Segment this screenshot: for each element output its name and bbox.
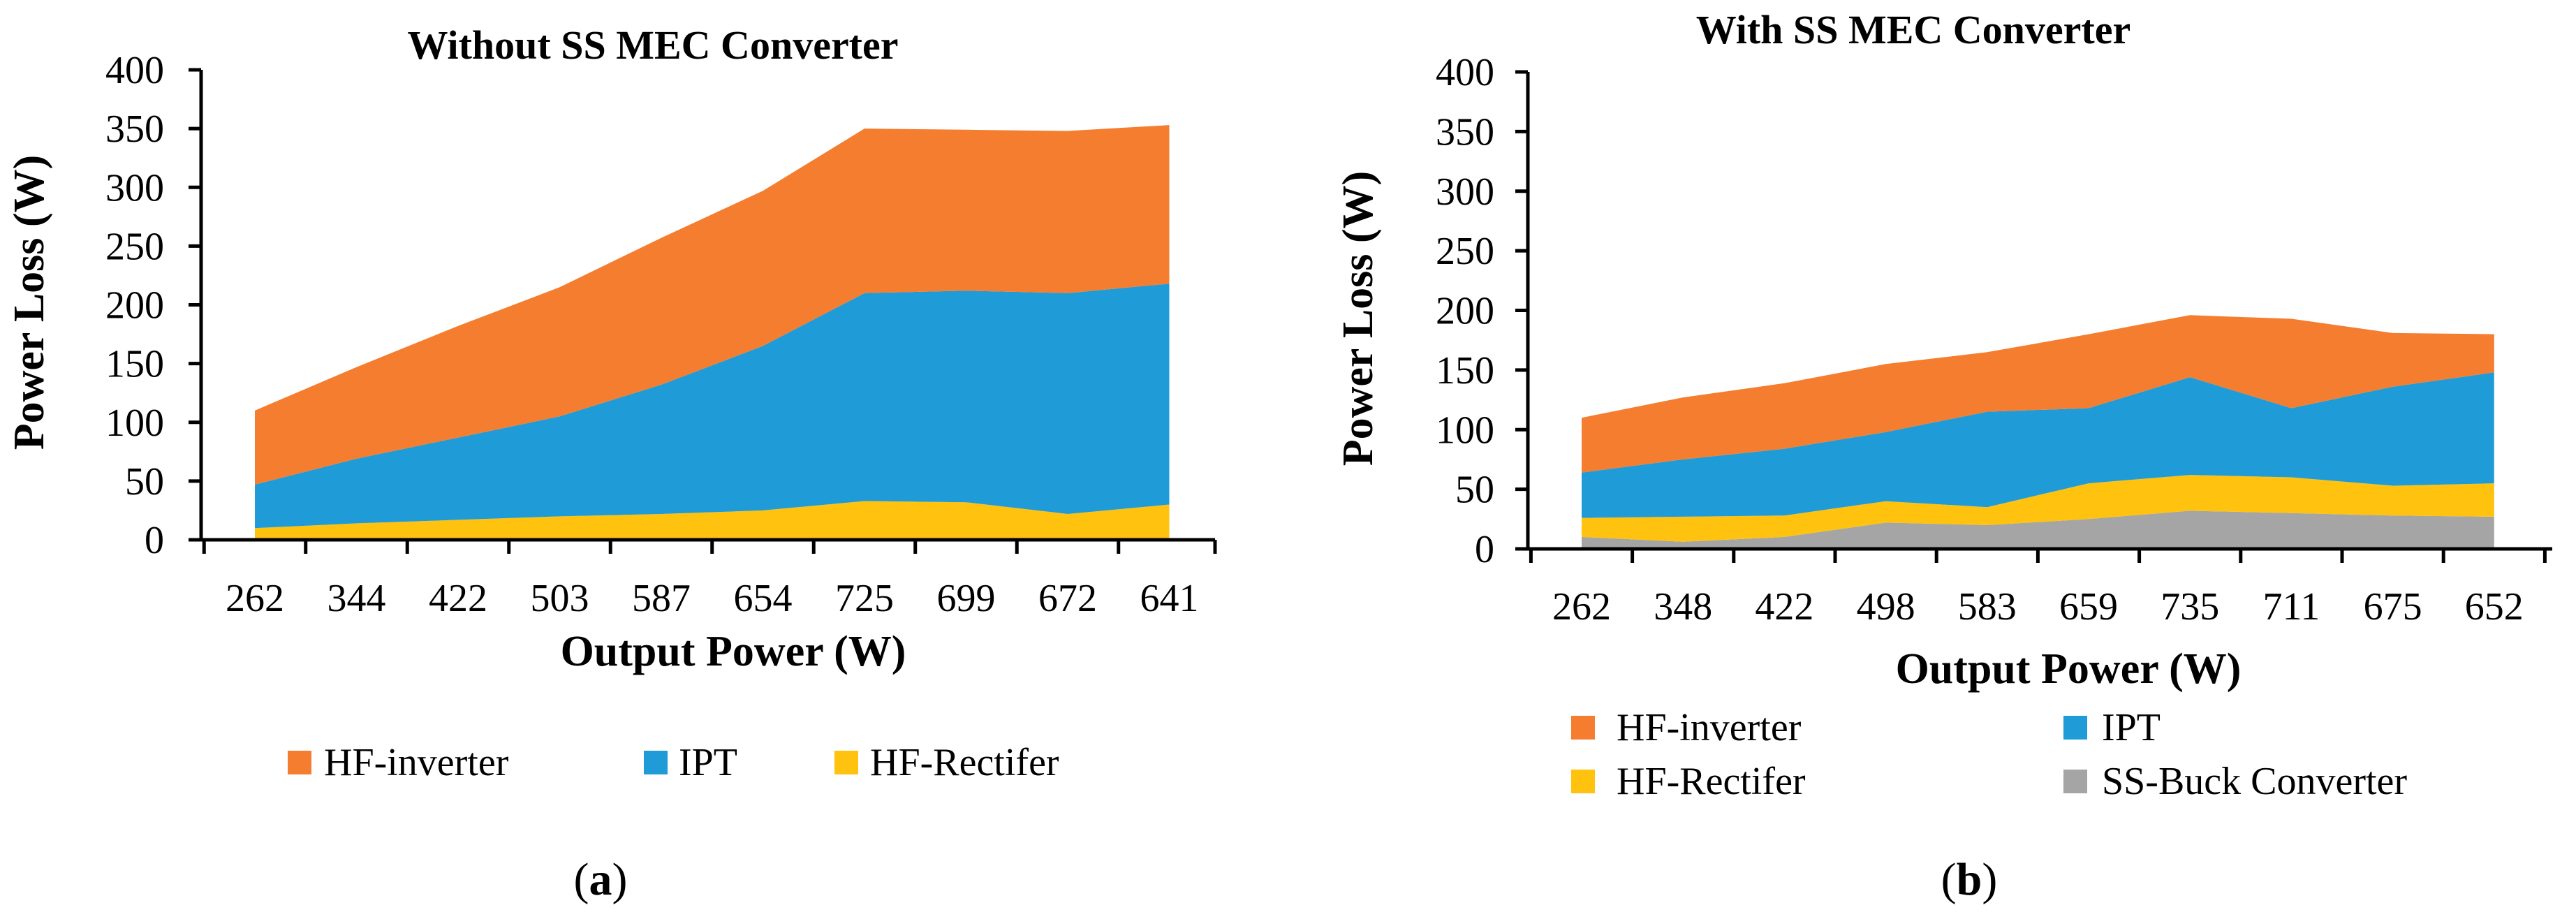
chart-a-axes — [189, 68, 1217, 554]
chart-a-xtick-label: 262 — [226, 577, 284, 620]
chart-a-ytick-label: 50 — [125, 460, 164, 503]
chart-b: With SS MEC Converter 0 50 100 150 200 250 300… — [1334, 7, 2552, 905]
chart-a-areas — [255, 125, 1170, 540]
chart-a-ylabel: Power Loss (W) — [6, 155, 53, 450]
chart-b-ytick-label: 400 — [1436, 51, 1494, 94]
chart-b-axes — [1515, 70, 2552, 563]
legend-swatch-hf-rectifier — [834, 751, 858, 774]
chart-a-ytick-label: 400 — [105, 49, 164, 92]
chart-b-xtick-label: 675 — [2364, 585, 2422, 628]
chart-a-xtick-labels: 262 344 422 503 587 654 725 699 672 641 — [226, 577, 1199, 620]
chart-a-area-hf-rectifer — [255, 501, 1170, 540]
chart-b-ytick-label: 150 — [1436, 349, 1494, 392]
legend-swatch-hf-rectifier — [1571, 770, 1595, 793]
legend-label-hf-rectifier: HF-Rectifer — [1617, 760, 1806, 803]
chart-a-xtick-label: 654 — [734, 577, 793, 620]
chart-b-legend: HF-inverter IPT HF-Rectifer SS-Buck Conv… — [1571, 706, 2407, 803]
chart-b-caption-letter: b — [1957, 854, 1982, 905]
chart-b-ylabel: Power Loss (W) — [1334, 171, 1382, 466]
chart-a-xtick-label: 641 — [1140, 577, 1199, 620]
chart-b-ytick-label: 0 — [1475, 528, 1494, 571]
chart-b-xtick-label: 735 — [2161, 585, 2219, 628]
chart-a-xtick-label: 725 — [835, 577, 894, 620]
chart-a-area-ipt — [255, 284, 1170, 529]
legend-label-hf-rectifier: HF-Rectifer — [870, 741, 1059, 784]
chart-b-xtick-label: 422 — [1755, 585, 1813, 628]
chart-b-ytick-label: 50 — [1455, 469, 1494, 512]
chart-a-xlabel: Output Power (W) — [561, 628, 906, 675]
chart-b-ytick-label: 100 — [1436, 409, 1494, 452]
legend-item-ipt: IPT — [644, 741, 737, 784]
chart-a-ytick-label: 150 — [105, 343, 164, 386]
legend-swatch-hf-inverter — [288, 751, 311, 774]
chart-a-caption: (a) — [574, 854, 628, 905]
chart-a-legend: HF-inverter IPT HF-Rectifer — [288, 741, 1059, 784]
chart-b-area-ss-buck-converter — [1582, 510, 2494, 549]
legend-label-hf-inverter: HF-inverter — [1617, 706, 1802, 749]
chart-a: Without SS MEC Converter 0 50 100 150 200 250… — [6, 22, 1217, 905]
legend-item-ipt: IPT — [2063, 706, 2161, 749]
chart-b-xtick-label: 262 — [1552, 585, 1611, 628]
chart-b-areas — [1582, 315, 2494, 549]
legend-swatch-ipt — [644, 751, 668, 774]
chart-a-ytick-label: 250 — [105, 225, 164, 268]
chart-a-ytick-label: 300 — [105, 166, 164, 209]
chart-b-xtick-label: 498 — [1857, 585, 1915, 628]
chart-b-xtick-label: 583 — [1958, 585, 2017, 628]
chart-b-xtick-label: 711 — [2262, 585, 2320, 628]
chart-a-xtick-label: 422 — [429, 577, 487, 620]
chart-a-xtick-label: 699 — [937, 577, 996, 620]
chart-a-ytick-label: 350 — [105, 108, 164, 151]
legend-label-ipt: IPT — [679, 741, 737, 784]
legend-item-hf-inverter: HF-inverter — [288, 741, 509, 784]
chart-a-xtick-label: 344 — [327, 577, 386, 620]
legend-label-ss-buck: SS-Buck Converter — [2102, 760, 2407, 803]
legend-label-ipt: IPT — [2102, 706, 2161, 749]
chart-a-xtick-label: 672 — [1038, 577, 1097, 620]
chart-b-xtick-labels: 262 348 422 498 583 659 735 711 675 652 — [1552, 585, 2524, 628]
chart-b-xlabel: Output Power (W) — [1896, 645, 2242, 693]
chart-b-caption: (b) — [1941, 854, 1998, 905]
legend-label-hf-inverter: HF-inverter — [324, 741, 509, 784]
legend-swatch-hf-inverter — [1571, 716, 1595, 740]
chart-a-ytick-label: 100 — [105, 402, 164, 445]
legend-item-hf-inverter: HF-inverter — [1571, 706, 1802, 749]
chart-b-area-hf-inverter — [1582, 315, 2494, 473]
legend-swatch-ss-buck — [2063, 770, 2087, 793]
chart-a-title: Without SS MEC Converter — [408, 22, 899, 68]
chart-a-ytick-labels: 0 50 100 150 200 250 300 350 400 — [105, 49, 164, 562]
chart-b-title: With SS MEC Converter — [1696, 7, 2130, 52]
chart-a-xtick-label: 503 — [531, 577, 589, 620]
chart-b-xtick-label: 348 — [1654, 585, 1712, 628]
chart-b-ytick-label: 200 — [1436, 290, 1494, 333]
chart-a-xtick-label: 587 — [632, 577, 691, 620]
chart-a-ytick-label: 200 — [105, 284, 164, 328]
chart-a-ytick-label: 0 — [145, 519, 164, 562]
legend-swatch-ipt — [2063, 716, 2087, 740]
chart-b-ytick-label: 300 — [1436, 170, 1494, 214]
chart-b-ytick-labels: 0 50 100 150 200 250 300 350 400 — [1436, 51, 1494, 571]
chart-b-xtick-label: 659 — [2059, 585, 2118, 628]
legend-item-hf-rectifier: HF-Rectifer — [1571, 760, 1806, 803]
chart-b-area-hf-rectifer — [1582, 475, 2494, 542]
chart-b-xtick-label: 652 — [2465, 585, 2524, 628]
chart-a-area-hf-inverter — [255, 125, 1170, 485]
legend-item-hf-rectifier: HF-Rectifer — [834, 741, 1059, 784]
chart-b-ytick-label: 250 — [1436, 230, 1494, 273]
chart-a-caption-letter: a — [589, 854, 612, 905]
chart-b-area-ipt — [1582, 372, 2494, 518]
chart-b-ytick-label: 350 — [1436, 110, 1494, 154]
legend-item-ss-buck: SS-Buck Converter — [2063, 760, 2407, 803]
